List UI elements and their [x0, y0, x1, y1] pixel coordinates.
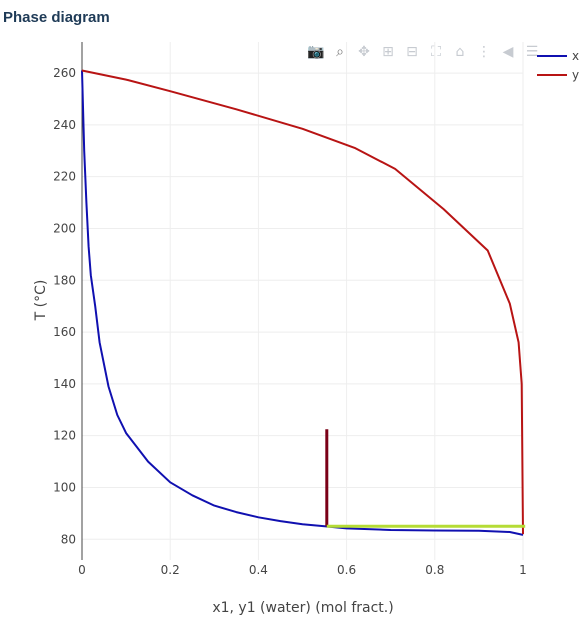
x-tick-label: 0.2 — [161, 563, 180, 577]
zoom-in-icon[interactable]: ⊞ — [382, 44, 394, 60]
y-axis-title: T (°C) — [33, 280, 49, 322]
y-tick-label: 80 — [61, 532, 76, 546]
zoom-icon[interactable]: ⌕ — [336, 44, 344, 60]
y-tick-label: 200 — [53, 221, 76, 235]
hover-compare-icon[interactable]: ☰ — [525, 44, 539, 60]
y-tick-label: 160 — [53, 325, 76, 339]
y-tick-label: 180 — [53, 273, 76, 287]
hover-closest-icon[interactable]: ◀ — [502, 44, 514, 60]
y-tick-label: 240 — [53, 118, 76, 132]
legend-label-y[interactable]: y — [572, 68, 579, 82]
spike-lines-icon[interactable]: ⋮ — [477, 44, 491, 60]
legend[interactable]: xy — [537, 49, 579, 82]
y-tick-label: 220 — [53, 170, 76, 184]
modebar-toolbar: 📷 ⌕ ✥ ⊞ ⊟ ⛶ ⌂ ⋮ ◀ ☰ — [306, 42, 542, 64]
x-axis-title: x1, y1 (water) (mol fract.) — [212, 600, 393, 616]
y-tick-label: 120 — [53, 429, 76, 443]
y-tick-label: 140 — [53, 377, 76, 391]
axes: 0 0.2 0.4 0.6 0.8 180100120140160180200220240… — [53, 42, 527, 577]
series-line-x[interactable] — [81, 70, 524, 536]
x-tick-label: 0.6 — [337, 563, 356, 577]
x-tick-label: 0 — [78, 563, 86, 577]
x-tick-label: 1 — [519, 563, 527, 577]
x-tick-label: 0.4 — [249, 563, 268, 577]
autoscale-icon[interactable]: ⛶ — [431, 44, 441, 60]
x-tick-label: 0.8 — [425, 563, 444, 577]
grid-lines — [81, 42, 524, 560]
camera-icon[interactable]: 📷 — [307, 44, 325, 60]
y-tick-label: 100 — [53, 480, 76, 494]
series-line-y[interactable] — [81, 69, 524, 535]
home-icon[interactable]: ⌂ — [455, 44, 465, 60]
legend-label-x[interactable]: x — [572, 49, 579, 63]
y-tick-label: 260 — [53, 66, 76, 80]
series-lines — [81, 69, 526, 536]
pan-icon[interactable]: ✥ — [358, 44, 370, 60]
zoom-out-icon[interactable]: ⊟ — [406, 44, 418, 60]
panel-title: Phase diagram — [3, 9, 110, 26]
